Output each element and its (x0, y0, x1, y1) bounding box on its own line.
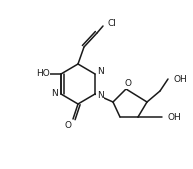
Text: O: O (124, 79, 131, 89)
Text: N: N (97, 67, 103, 77)
Text: OH: OH (167, 113, 181, 122)
Text: OH: OH (173, 75, 187, 83)
Text: Cl: Cl (107, 19, 116, 29)
Text: N: N (52, 90, 58, 99)
Text: O: O (64, 122, 71, 130)
Text: HO: HO (36, 69, 50, 78)
Text: N: N (97, 91, 103, 101)
